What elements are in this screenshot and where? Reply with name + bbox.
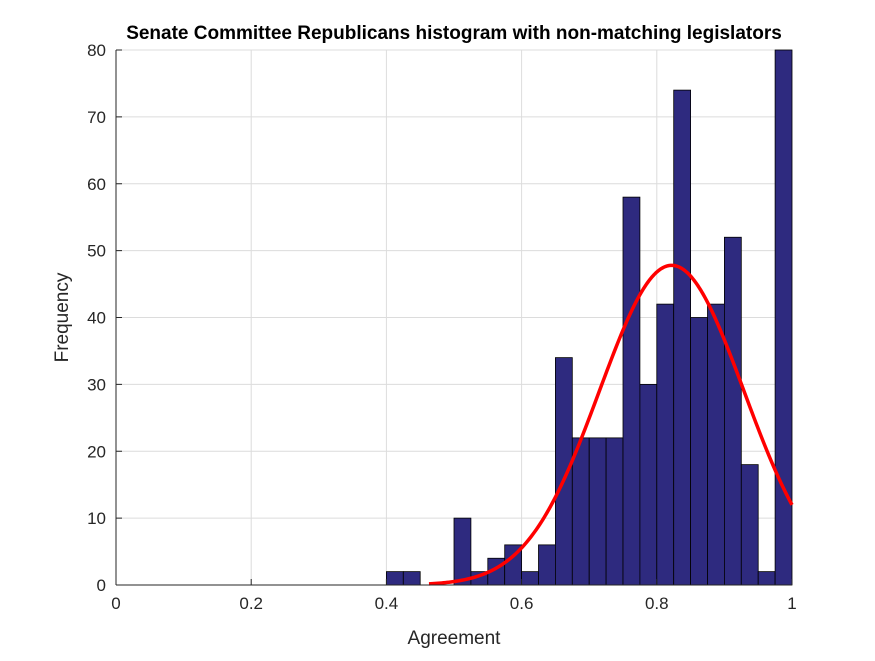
histogram-bar [656,303,675,586]
y-tick-label: 40 [87,309,106,328]
histogram-bar [774,49,793,586]
chart-title: Senate Committee Republicans histogram w… [126,23,782,44]
histogram-bar [521,571,539,586]
y-axis-label: Frequency [52,272,73,362]
x-tick-label: 0.8 [645,594,669,613]
histogram-bar [639,383,658,586]
y-tick-label: 20 [87,442,106,461]
x-tick-label: 0.6 [510,594,534,613]
histogram-bar [571,437,590,586]
histogram-bar [707,303,725,586]
histogram-bar [673,89,692,586]
histogram-bar [622,196,641,586]
histogram-bar [453,517,472,586]
histogram-bar [588,437,607,586]
x-axis-label: Agreement [408,628,502,649]
y-tick-label: 10 [87,509,106,528]
histogram-bar [690,317,708,586]
x-tick-label: 0.4 [375,594,399,613]
histogram-bar [385,571,404,586]
histogram-bars [385,49,793,586]
normal-fit-curve [428,263,794,586]
axes [115,49,793,586]
x-tick-label: 0.2 [239,594,263,613]
y-tick-label: 70 [87,108,106,127]
histogram-bar [740,464,759,586]
y-tick-label: 0 [97,576,106,595]
histogram-bar [402,571,421,586]
histogram-bar [605,437,624,586]
histogram-bar [555,357,573,586]
histogram-bar [538,544,556,586]
y-tick-label: 60 [87,175,106,194]
y-tick-label: 30 [87,375,106,394]
x-tick-label: 1 [787,594,796,613]
y-tick-label: 50 [87,242,106,261]
histogram-bar [724,236,742,586]
histogram-bar [757,571,776,586]
y-tick-label: 80 [87,41,106,60]
x-tick-label: 0 [111,594,120,613]
